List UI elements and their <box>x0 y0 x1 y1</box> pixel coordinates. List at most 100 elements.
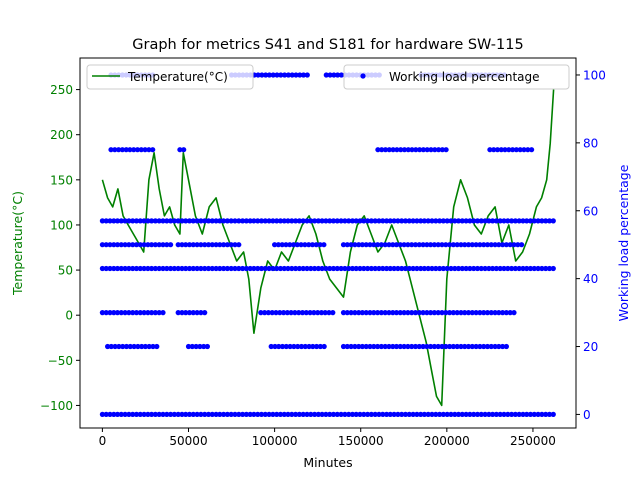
working-load-point <box>312 218 318 224</box>
x-tick-label: 0 <box>99 434 107 448</box>
working-load-point <box>387 218 393 224</box>
working-load-point <box>272 343 278 350</box>
working-load-point <box>395 218 401 224</box>
working-load-point <box>312 265 318 272</box>
legend-layer: Temperature(°C) Working load percentage <box>86 64 570 90</box>
working-load-point <box>330 265 337 272</box>
working-load-point <box>371 242 377 248</box>
working-load-point <box>550 265 556 272</box>
working-load-point <box>198 242 204 248</box>
working-load-point <box>393 242 400 248</box>
working-load-point <box>269 310 275 316</box>
working-load-point <box>546 411 553 417</box>
working-load-point <box>277 265 284 272</box>
working-load-point <box>141 218 147 224</box>
working-load-point <box>103 411 109 417</box>
working-load-point <box>258 218 265 224</box>
working-load-point <box>133 218 140 224</box>
working-load-point <box>240 265 246 272</box>
working-load-point <box>356 242 362 248</box>
working-load-point <box>202 411 208 417</box>
working-load-point <box>205 242 212 248</box>
working-load-point <box>150 147 156 153</box>
working-load-point <box>379 147 385 153</box>
working-load-point <box>266 265 272 272</box>
working-load-point <box>380 218 386 224</box>
working-load-point <box>164 265 170 272</box>
working-load-point <box>338 72 344 78</box>
working-load-point <box>277 218 284 224</box>
working-load-point <box>262 310 268 316</box>
working-load-point <box>519 242 525 248</box>
working-load-point <box>240 411 246 417</box>
working-load-point <box>295 343 301 350</box>
working-load-point <box>450 310 456 316</box>
working-load-point <box>145 411 151 417</box>
working-load-point <box>251 411 257 417</box>
working-load-point <box>432 147 438 153</box>
working-load-point <box>127 343 133 350</box>
working-load-point <box>118 218 124 224</box>
working-load-point <box>492 310 498 316</box>
working-load-point <box>276 343 282 350</box>
working-load-point <box>308 265 314 272</box>
working-load-point <box>474 265 481 272</box>
working-load-point <box>183 310 189 316</box>
working-load-point <box>279 242 285 248</box>
working-load-point <box>181 147 187 153</box>
working-load-point <box>298 242 304 248</box>
y-left-tick-label: 250 <box>50 83 73 97</box>
working-load-point <box>197 343 203 350</box>
working-load-point <box>202 265 208 272</box>
working-load-point <box>103 265 109 272</box>
working-load-point <box>327 218 333 224</box>
working-load-point <box>520 265 526 272</box>
working-load-point <box>149 265 155 272</box>
working-load-point <box>209 411 215 417</box>
working-load-point <box>327 411 333 417</box>
working-load-point <box>319 218 325 224</box>
working-load-point <box>409 242 415 248</box>
working-load-point <box>394 147 400 153</box>
working-load-point <box>503 343 509 350</box>
working-load-point <box>149 310 155 316</box>
working-load-point <box>497 218 503 224</box>
working-load-point <box>398 147 404 153</box>
working-load-point <box>152 265 158 272</box>
working-load-point <box>491 147 497 153</box>
working-load-point <box>368 218 374 224</box>
working-load-point <box>340 343 347 350</box>
working-load-point <box>353 411 359 417</box>
working-load-point <box>240 218 246 224</box>
working-load-point <box>194 310 200 316</box>
working-load-point <box>425 265 431 272</box>
working-load-point <box>297 72 303 78</box>
working-load-point <box>283 242 289 248</box>
working-load-point <box>317 343 323 350</box>
working-load-point <box>323 72 329 78</box>
working-load-point <box>194 218 200 224</box>
working-load-point <box>179 265 185 272</box>
working-load-point <box>334 265 340 272</box>
working-load-point <box>285 72 291 78</box>
working-load-point <box>175 218 181 224</box>
working-load-point <box>448 218 454 224</box>
working-load-point <box>428 242 434 248</box>
working-load-point <box>435 343 441 350</box>
working-load-point <box>418 265 424 272</box>
working-load-point <box>390 147 396 153</box>
working-load-point <box>490 218 496 224</box>
working-load-point <box>444 218 450 224</box>
working-load-point <box>194 242 200 248</box>
working-load-point <box>138 147 144 153</box>
working-load-point <box>258 411 265 417</box>
working-load-point <box>287 242 293 248</box>
working-load-point <box>313 242 319 248</box>
working-load-point <box>281 218 287 224</box>
working-load-point <box>402 411 409 417</box>
working-load-point <box>463 218 469 224</box>
working-load-point <box>543 265 549 272</box>
working-load-point <box>123 343 130 350</box>
working-load-point <box>99 411 105 417</box>
